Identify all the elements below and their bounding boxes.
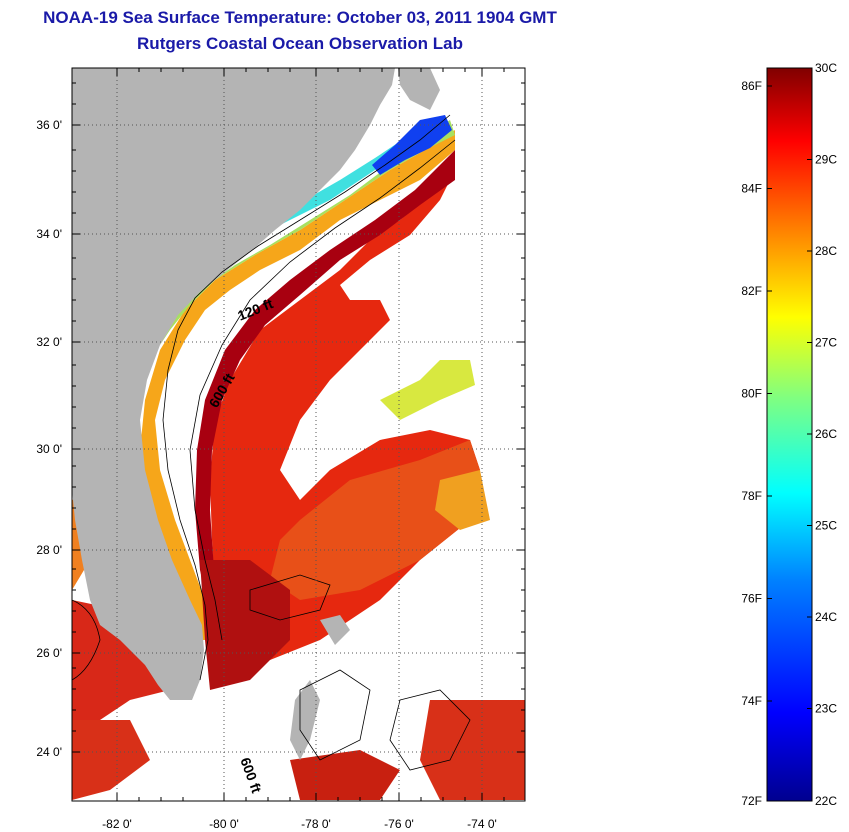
- colorbar-f-label: 76F: [741, 592, 762, 606]
- lon-label: -78 0': [301, 817, 331, 831]
- colorbar-c-label: 27C: [815, 336, 837, 350]
- map-title: NOAA-19 Sea Surface Temperature: October…: [43, 8, 557, 27]
- colorbar-f-label: 86F: [741, 79, 762, 93]
- colorbar-c-label: 28C: [815, 244, 837, 258]
- colorbar-f-label: 78F: [741, 489, 762, 503]
- colorbar-gradient: [766, 67, 813, 802]
- lat-label: 28 0': [36, 543, 62, 557]
- axis-ticks: [72, 68, 525, 801]
- lat-label: 34 0': [36, 227, 62, 241]
- colorbar-c-label: 22C: [815, 794, 837, 808]
- lat-label: 30 0': [36, 442, 62, 456]
- colorbar-fahrenheit-labels: 86F 84F 82F 80F 78F 76F 74F 72F: [741, 79, 772, 808]
- lon-label: -80 0': [209, 817, 239, 831]
- lon-label: -82 0': [102, 817, 132, 831]
- lat-label: 24 0': [36, 745, 62, 759]
- lon-label: -74 0': [467, 817, 497, 831]
- latitude-labels: 36 0' 34 0' 32 0' 30 0' 28 0' 26 0' 24 0': [36, 118, 62, 759]
- colorbar-f-label: 84F: [741, 182, 762, 196]
- colorbar-f-label: 74F: [741, 694, 762, 708]
- colorbar-c-label: 29C: [815, 153, 837, 167]
- map-frame: [71, 67, 526, 802]
- lon-label: -76 0': [384, 817, 414, 831]
- colorbar-c-label: 23C: [815, 702, 837, 716]
- colorbar-f-label: 72F: [741, 794, 762, 808]
- colorbar-f-label: 82F: [741, 284, 762, 298]
- colorbar-f-label: 80F: [741, 387, 762, 401]
- map-panel: [72, 68, 525, 801]
- colorbar-celsius-labels: 30C 29C 28C 27C 26C 25C 24C 23C 22C: [807, 61, 837, 808]
- land-mass: [72, 68, 440, 760]
- map-subtitle: Rutgers Coastal Ocean Observation Lab: [137, 34, 463, 53]
- colorbar-c-label: 24C: [815, 610, 837, 624]
- colorbar-c-label: 30C: [815, 61, 837, 75]
- longitude-labels: -82 0' -80 0' -78 0' -76 0' -74 0': [102, 817, 497, 831]
- colorbar: 86F 84F 82F 80F 78F 76F 74F 72F 30C 29C 28C 27C 26C…: [741, 61, 837, 808]
- colorbar-c-label: 26C: [815, 427, 837, 441]
- lat-label: 26 0': [36, 646, 62, 660]
- bathymetry-contours: [72, 114, 471, 771]
- lat-label: 32 0': [36, 335, 62, 349]
- colorbar-c-label: 25C: [815, 519, 837, 533]
- lat-label: 36 0': [36, 118, 62, 132]
